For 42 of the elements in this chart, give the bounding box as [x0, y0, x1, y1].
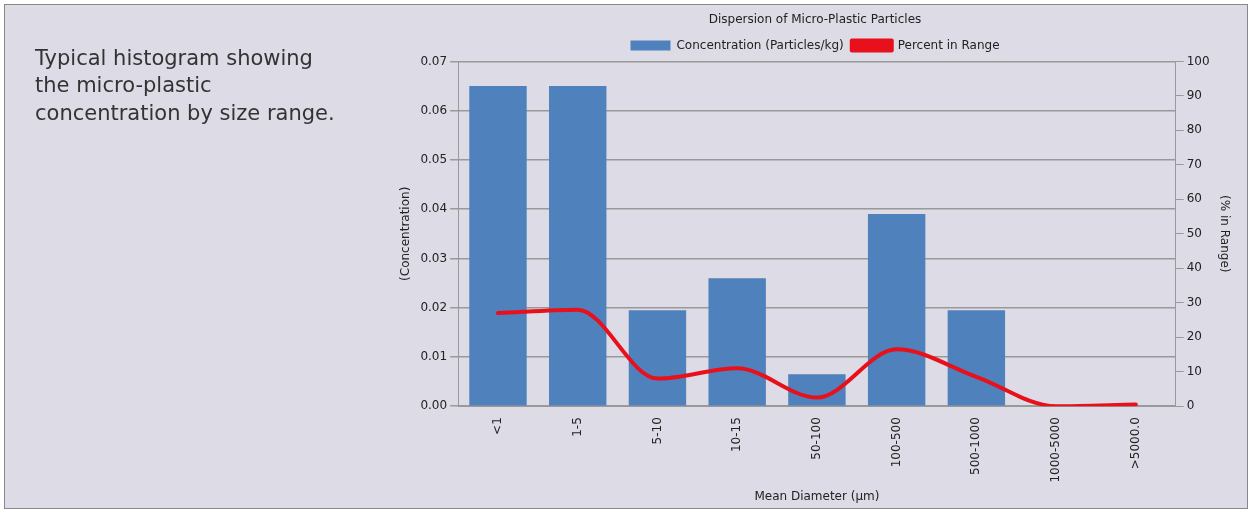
y-tick-label: 0.00: [420, 398, 448, 413]
bar: [549, 86, 607, 406]
x-tick-label: 5-10: [649, 417, 664, 445]
x-tick-label: <1: [490, 417, 505, 435]
y2-tick-label: 80: [1186, 122, 1202, 137]
y2-tick-label: 70: [1186, 156, 1202, 171]
y-tick-label: 0.07: [420, 53, 448, 68]
y-tick-label: 0.02: [420, 299, 448, 314]
y2-tick-label: 30: [1186, 294, 1202, 309]
line-series: [495, 307, 1138, 407]
y2-tick-label: 40: [1186, 260, 1202, 275]
y-tick-label: 0.04: [420, 201, 448, 216]
y-tick-label: 0.05: [420, 152, 448, 167]
x-tick-label: 1-5: [569, 417, 584, 437]
x-tick-label: 10-15: [729, 417, 744, 453]
legend-label: Percent in Range: [897, 37, 1000, 52]
bar: [947, 310, 1006, 406]
y2-tick-label: 90: [1186, 88, 1202, 102]
y2-tick-label: 20: [1186, 329, 1202, 344]
y-tick-label: 0.06: [420, 102, 448, 117]
y2-tick-label: 0: [1186, 398, 1195, 413]
x-tick-label: 100-500: [888, 417, 903, 468]
x-tick-label: >5000.0: [1127, 417, 1142, 470]
bar: [708, 278, 766, 406]
y2-tick-label: 60: [1186, 191, 1202, 206]
x-tick-label: 500-1000: [968, 417, 983, 475]
x-tick-label: 50-100: [809, 417, 824, 460]
bar: [628, 310, 687, 406]
y-axis-title: (Concentration): [398, 186, 413, 281]
y2-tick-label: 100: [1186, 53, 1210, 68]
x-tick-label: 1000-5000: [1048, 417, 1063, 483]
y2-tick-label: 10: [1186, 363, 1202, 378]
y2-tick-label: 50: [1186, 225, 1202, 240]
bar: [867, 214, 926, 406]
text: Typical histogram showing the micro-plastic concentration by size range.: [35, 45, 336, 127]
y2-axis-title: (% in Range): [1217, 195, 1232, 273]
y-tick-label: 0.03: [420, 250, 448, 265]
legend-label: Concentration (Particles/kg): [676, 37, 844, 52]
x-axis-title: Mean Diameter (µm): [754, 488, 880, 503]
chart-title: Dispersion of Micro-Plastic Particles: [708, 12, 922, 27]
y-tick-label: 0.01: [420, 349, 448, 364]
bar: [469, 86, 527, 406]
